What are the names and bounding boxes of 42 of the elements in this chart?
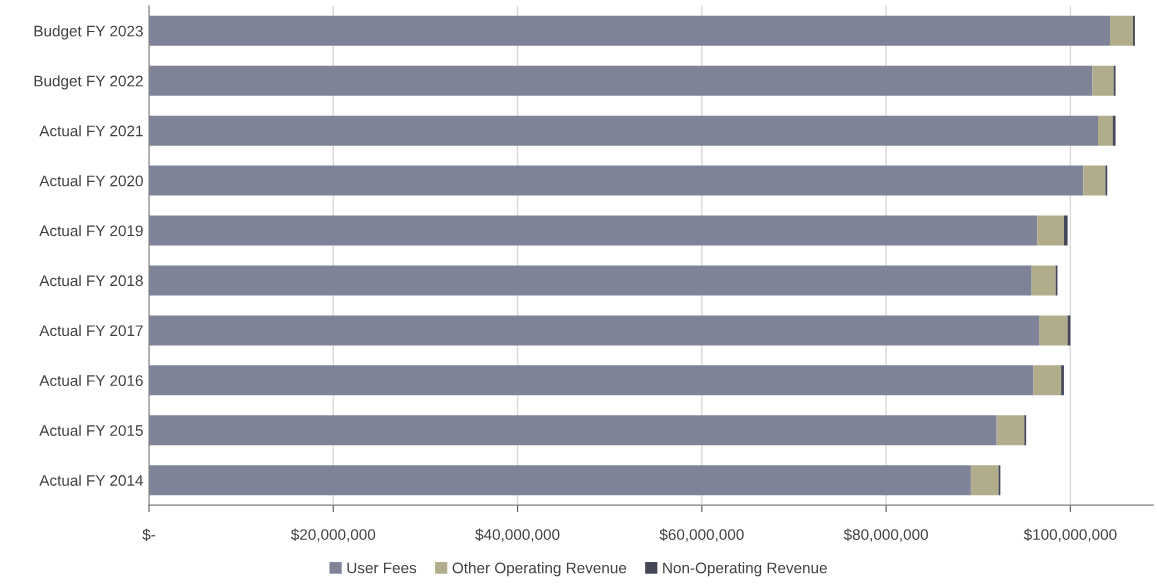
x-tick-label: $- <box>142 528 156 541</box>
bar <box>149 315 1040 346</box>
bar <box>970 465 999 496</box>
y-tick-label: Actual FY 2014 <box>39 474 144 486</box>
y-tick-label: Budget FY 2023 <box>34 25 143 40</box>
bar <box>1109 15 1134 46</box>
y-tick-label: Actual FY 2017 <box>39 324 143 337</box>
x-tick-label: $80,000,000 <box>843 528 928 542</box>
y-tick-label: Actual FY 2015 <box>39 424 143 436</box>
bar <box>1063 215 1068 246</box>
x-tick-label: $40,000,000 <box>475 528 560 542</box>
bar <box>149 115 1099 146</box>
bar <box>149 215 1038 246</box>
y-tick-label: Actual FY 2020 <box>39 175 143 187</box>
bar <box>1033 365 1062 396</box>
legend-label: User Fees <box>347 562 417 574</box>
bar <box>1112 115 1116 146</box>
y-tick-label: Budget FY 2022 <box>34 75 143 90</box>
bar <box>149 365 1034 396</box>
y-tick-label: Actual FY 2016 <box>39 374 143 387</box>
bar <box>149 465 971 496</box>
bar <box>149 415 997 446</box>
x-tick-label: $60,000,000 <box>659 528 744 542</box>
bar <box>1061 365 1064 396</box>
y-tick-label: Actual FY 2018 <box>39 274 143 287</box>
bar <box>1098 115 1113 146</box>
bar <box>149 15 1110 46</box>
bar <box>1092 65 1114 96</box>
bar <box>1031 265 1056 296</box>
legend-label: Other Operating Revenue <box>452 562 627 577</box>
y-tick-label: Actual FY 2019 <box>39 225 143 237</box>
bar <box>1083 165 1106 196</box>
bar <box>149 265 1032 296</box>
bar <box>149 65 1093 96</box>
legend-label: Non-Operating Revenue <box>663 562 827 577</box>
bar <box>149 165 1084 196</box>
x-tick-label: $20,000,000 <box>290 528 376 542</box>
y-tick-label: Actual FY 2021 <box>39 125 143 137</box>
bar <box>1039 315 1068 346</box>
bar <box>1037 215 1064 246</box>
bar <box>996 415 1025 446</box>
x-tick-label: $100,000,000 <box>1023 528 1117 542</box>
